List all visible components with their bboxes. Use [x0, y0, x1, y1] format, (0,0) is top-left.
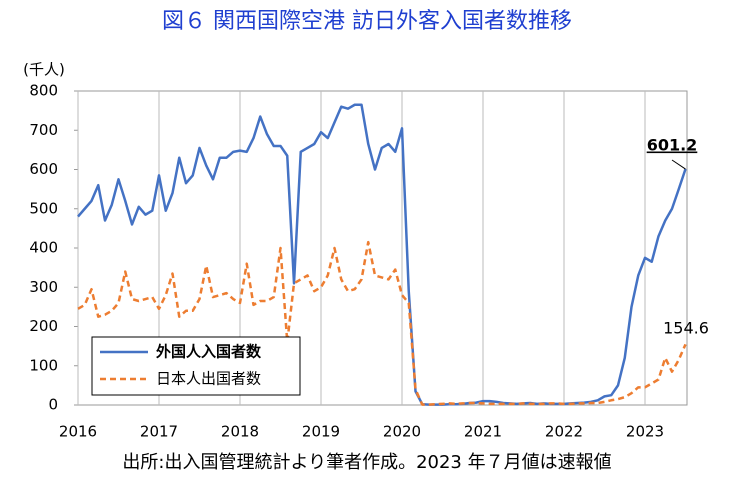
x-tick-label: 2016 [59, 423, 97, 441]
y-tick-label: 800 [29, 82, 58, 100]
y-tick-label: 500 [29, 199, 58, 217]
x-tick-label: 2022 [545, 423, 583, 441]
leader-line [671, 159, 686, 170]
x-tick-label: 2023 [626, 423, 664, 441]
source-note: 出所:出入国管理統計より筆者作成。2023 年７月値は速報値 [122, 452, 611, 473]
y-tick-label: 700 [29, 121, 58, 139]
line-series [77, 240, 687, 406]
data-label: 154.6 [663, 319, 709, 338]
x-tick-label: 2017 [140, 423, 178, 441]
chart-title: 図６ 関西国際空港 訪日外客入国者数推移 [162, 9, 572, 34]
y-tick-label: 300 [29, 278, 58, 296]
x-tick-label: 2019 [302, 423, 340, 441]
legend-label: 日本人出国者数 [156, 370, 261, 388]
y-unit-label: (千人) [23, 61, 65, 79]
x-tick-label: 2020 [383, 423, 421, 441]
x-tick-label: 2021 [464, 423, 502, 441]
y-tick-label: 600 [29, 160, 58, 178]
legend-label: 外国人入国者数 [155, 343, 262, 361]
y-tick-label: 100 [29, 356, 58, 374]
x-tick-label: 2018 [221, 423, 259, 441]
y-tick-label: 400 [29, 239, 58, 257]
legend-box [91, 336, 301, 396]
data-label: 601.2 [647, 136, 698, 155]
y-tick-label: 200 [29, 317, 58, 335]
y-tick-label: 0 [48, 396, 58, 414]
